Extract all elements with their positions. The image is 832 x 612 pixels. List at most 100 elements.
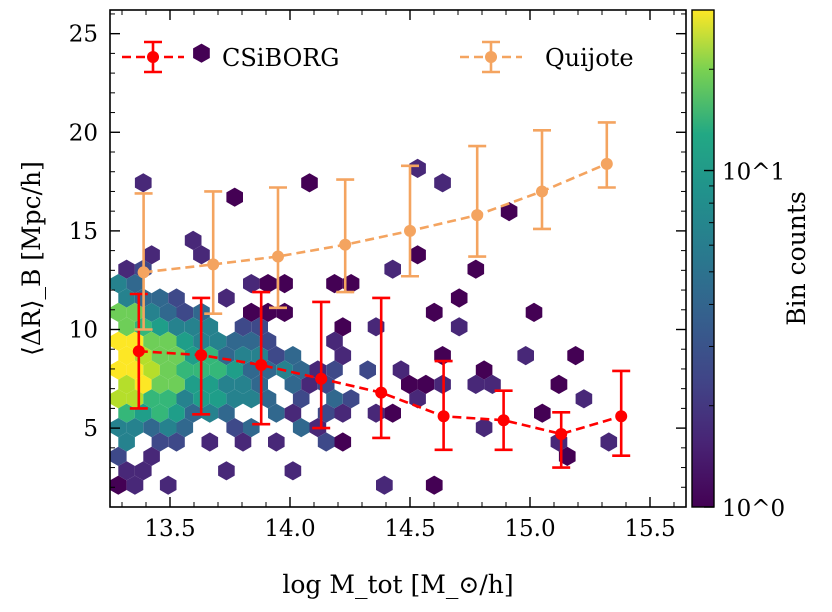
hexbin-cell — [317, 432, 335, 452]
hexbin-cell — [168, 288, 185, 308]
hexbin-cell — [558, 446, 576, 466]
hexbin-cell — [251, 374, 268, 394]
x-tick-label: 15.0 — [504, 516, 555, 542]
csiborg-point — [132, 345, 145, 358]
hexbin-cell — [450, 317, 468, 337]
y-tick-label: 15 — [69, 219, 98, 245]
hexbin-cell — [409, 158, 426, 178]
hexbin-cell — [126, 475, 144, 495]
hexbin-cell — [176, 418, 194, 438]
hexbin-cell — [143, 245, 160, 265]
plot-frame — [109, 9, 687, 508]
hexbin-cell — [384, 259, 401, 279]
hexbin-cell — [467, 259, 485, 279]
hexbin-cell — [334, 317, 352, 337]
colorbar-bar — [691, 9, 715, 508]
hexbin-cell — [750, 461, 767, 480]
legend-label: Quijote — [545, 44, 634, 72]
hexbin-cell — [226, 389, 243, 409]
y-axis-label: ⟨ΔR⟩_B [Mpc/h] — [17, 161, 46, 356]
hexbin-cell — [259, 274, 277, 294]
hexbin-cell — [268, 346, 285, 366]
csiborg-point — [315, 372, 328, 385]
hexbin-cell — [425, 475, 443, 495]
hexbin-cell — [118, 374, 135, 394]
hexbin-cell — [168, 432, 185, 452]
hexbin-cell — [143, 418, 160, 438]
hexbin-cell — [184, 317, 202, 337]
hexbin-cell — [118, 346, 135, 366]
hexbin-cell — [284, 346, 302, 366]
hexbin-cell — [159, 418, 177, 438]
y-tick-label: 10 — [69, 318, 98, 344]
hexbin-cell — [176, 389, 194, 409]
legend-marker — [147, 51, 159, 63]
hexbin-cell — [259, 389, 277, 409]
hexbin-cell — [326, 389, 343, 409]
hexbin-cell — [110, 475, 127, 495]
hexbin-cell — [600, 432, 618, 452]
hexbin-cell — [143, 302, 160, 322]
x-axis-label: log M_tot [M_⊙/h] — [282, 570, 513, 599]
hexbin-cell — [301, 173, 318, 193]
quijote-point — [536, 185, 548, 198]
quijote-point — [404, 224, 416, 237]
hexbin-cell — [118, 461, 135, 481]
hexbin-cell — [143, 389, 160, 409]
hexbin-cell — [218, 461, 235, 481]
hexbin-cell — [450, 288, 468, 308]
legend: CSiBORG Quijote — [122, 40, 634, 74]
axes: 13.5 14.0 14.5 15.0 15.5 5 10 15 20 25 log M_tot [… — [17, 9, 687, 599]
hexbin-cell — [201, 374, 219, 394]
hexbin-cell — [218, 374, 235, 394]
hexbin-cell — [226, 331, 243, 351]
hexbin-cell — [143, 446, 160, 466]
quijote-line — [143, 162, 608, 274]
colorbar-label: Bin counts — [782, 191, 811, 326]
csiborg-point — [195, 349, 208, 362]
colorbar-tick-label: 10^1 — [722, 160, 785, 186]
hexbin-cell — [234, 432, 252, 452]
hexbin-cell — [151, 288, 169, 308]
hexbin-cell — [401, 374, 418, 394]
hexbin-cell — [500, 202, 518, 222]
quijote-point — [339, 238, 352, 251]
hexbin-cell — [193, 43, 210, 63]
hexbin-cell — [475, 360, 493, 380]
hexbin-cell — [284, 374, 302, 394]
hexbin-cell — [159, 302, 177, 322]
hexbin-cell — [176, 302, 194, 322]
hexbin-cell — [417, 374, 435, 394]
hexbin-cell — [359, 360, 376, 380]
y-tick-label: 20 — [69, 120, 98, 146]
x-tick-label: 15.5 — [624, 516, 675, 542]
hexbin-cell — [268, 432, 285, 452]
hexbin-cell — [342, 274, 360, 294]
hexbin-cell — [259, 331, 277, 351]
hexbin-cell — [201, 432, 219, 452]
hexbin-cell — [134, 461, 152, 481]
colorbar-tick-label: 10^0 — [722, 496, 785, 522]
hexbin-cell — [184, 374, 202, 394]
hexbin-cell — [151, 432, 169, 452]
quijote-point — [600, 157, 613, 170]
hexbin-cell — [184, 230, 202, 250]
hexbin-cell — [159, 389, 177, 409]
hexbin-cell — [151, 317, 169, 337]
hexbin-cell — [326, 360, 343, 380]
hexbin-cell — [118, 259, 135, 279]
legend-marker — [485, 51, 497, 63]
hexbin-cell — [276, 274, 293, 294]
hexbin-cell — [251, 317, 268, 337]
hexbin-cell — [126, 418, 144, 438]
hexbin-cell — [134, 173, 152, 193]
csiborg-point — [437, 410, 450, 423]
hexbin-cell — [243, 389, 260, 409]
quijote-point — [207, 258, 220, 271]
hexbin-cell — [467, 374, 485, 394]
hexbin-cell — [218, 288, 235, 308]
hexbin-cell — [201, 317, 219, 337]
hexbin-cell — [159, 331, 177, 351]
hexbin-cell — [209, 331, 227, 351]
